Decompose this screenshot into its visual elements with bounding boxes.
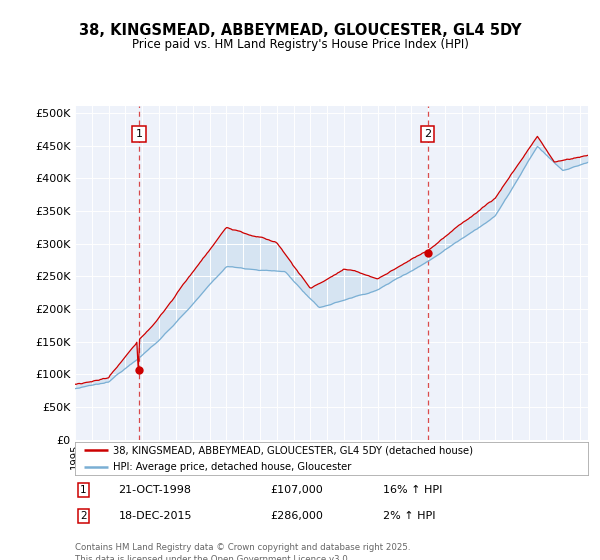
Text: 2: 2 xyxy=(80,511,87,521)
Text: 38, KINGSMEAD, ABBEYMEAD, GLOUCESTER, GL4 5DY (detached house): 38, KINGSMEAD, ABBEYMEAD, GLOUCESTER, GL… xyxy=(113,445,473,455)
Text: 2% ↑ HPI: 2% ↑ HPI xyxy=(383,511,436,521)
Text: 21-OCT-1998: 21-OCT-1998 xyxy=(119,485,191,495)
Text: Price paid vs. HM Land Registry's House Price Index (HPI): Price paid vs. HM Land Registry's House … xyxy=(131,38,469,52)
Text: £286,000: £286,000 xyxy=(270,511,323,521)
Text: £107,000: £107,000 xyxy=(270,485,323,495)
Text: 2: 2 xyxy=(424,129,431,139)
Text: 1: 1 xyxy=(80,485,87,495)
Text: 18-DEC-2015: 18-DEC-2015 xyxy=(119,511,192,521)
Text: HPI: Average price, detached house, Gloucester: HPI: Average price, detached house, Glou… xyxy=(113,462,352,472)
Text: 16% ↑ HPI: 16% ↑ HPI xyxy=(383,485,442,495)
Text: Contains HM Land Registry data © Crown copyright and database right 2025.
This d: Contains HM Land Registry data © Crown c… xyxy=(75,543,410,560)
Text: 1: 1 xyxy=(136,129,142,139)
Text: 38, KINGSMEAD, ABBEYMEAD, GLOUCESTER, GL4 5DY: 38, KINGSMEAD, ABBEYMEAD, GLOUCESTER, GL… xyxy=(79,24,521,38)
